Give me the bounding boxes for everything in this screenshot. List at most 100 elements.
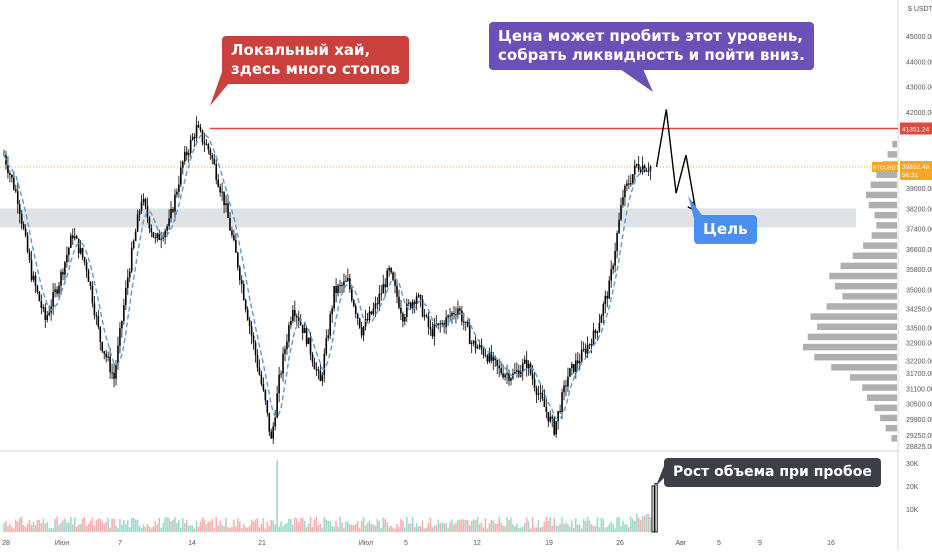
annotation-local-high[interactable]: Локальный хай, здесь много стопов <box>222 36 409 84</box>
volume-bar <box>152 526 155 532</box>
candle-body <box>91 286 94 304</box>
candle-body <box>197 125 200 128</box>
candle-body <box>413 301 416 304</box>
volume-bar <box>117 527 119 532</box>
volume-bar <box>356 521 359 532</box>
annotation-local-high-line2: здесь много стопов <box>231 60 400 78</box>
candle-body <box>415 296 418 304</box>
candle-body <box>624 185 626 198</box>
candle-body <box>103 351 106 354</box>
time-tick-label: 28 <box>2 540 10 547</box>
candle-body <box>433 324 436 337</box>
candle-body <box>158 233 161 240</box>
volume-bar <box>162 522 164 532</box>
volume-bar <box>187 525 190 532</box>
candle-body <box>437 323 440 326</box>
candle-body <box>195 125 198 139</box>
profile-bar <box>876 222 897 229</box>
volume-bar <box>205 524 208 532</box>
candle-body <box>142 199 145 202</box>
current-price-box <box>900 160 932 180</box>
volume-bar <box>559 524 561 532</box>
annotation-volume[interactable]: Рост объема при пробое <box>664 458 881 487</box>
volume-bar <box>535 527 538 532</box>
candle-body <box>101 342 104 352</box>
breakout-volume-bar <box>654 483 658 533</box>
volume-bar <box>278 526 280 532</box>
profile-bar <box>885 424 897 432</box>
candle-body <box>368 311 371 321</box>
volume-bar <box>512 524 514 532</box>
annotation-breakout[interactable]: Цена может пробить этот уровень, собрать… <box>489 22 814 70</box>
volume-bar <box>470 520 473 532</box>
volume-bar <box>352 525 355 532</box>
volume-bar <box>508 520 510 532</box>
candle-body <box>567 376 569 387</box>
time-tick-label: Июн <box>55 540 69 547</box>
volume-bar <box>404 527 406 532</box>
candle-body <box>95 315 98 317</box>
candle-body <box>174 194 176 212</box>
candle-body <box>421 299 424 317</box>
candle-body <box>162 237 164 239</box>
candle-body <box>138 210 141 215</box>
volume-bar <box>138 526 141 532</box>
profile-bar <box>866 394 897 401</box>
time-tick-label: 5 <box>717 540 721 547</box>
volume-bar <box>633 520 636 532</box>
volume-tick-label: 30K <box>906 461 919 468</box>
candle-body <box>406 303 408 317</box>
volume-bar <box>180 527 182 532</box>
candle-body <box>209 149 212 156</box>
volume-bar <box>575 518 577 532</box>
volume-bar <box>415 523 418 532</box>
candle-body <box>620 205 622 220</box>
candle-body <box>99 326 102 343</box>
candle-body <box>474 340 477 349</box>
volume-bar <box>630 516 632 532</box>
candle-body <box>347 278 349 281</box>
volume-bar <box>286 523 288 532</box>
volume-bar <box>40 523 43 532</box>
candle-body <box>343 281 345 286</box>
annotation-target[interactable]: Цель <box>694 215 757 244</box>
candle-body <box>87 270 90 282</box>
volume-bar <box>119 518 121 532</box>
volume-bar <box>142 524 145 532</box>
volume-bar <box>386 522 388 532</box>
candle-body <box>626 183 628 186</box>
volume-bar <box>476 516 479 532</box>
volume-bar <box>580 528 583 532</box>
candle-body <box>551 416 554 419</box>
candle-body <box>366 319 369 321</box>
time-tick-label: 12 <box>473 540 481 547</box>
candle-body <box>329 314 331 336</box>
volume-bar <box>237 518 239 532</box>
volume-bar <box>299 518 302 532</box>
candle-body <box>254 342 257 356</box>
volume-bar <box>459 519 461 532</box>
price-tick-label: 34250.00 <box>906 306 932 313</box>
volume-bar <box>449 521 451 532</box>
candle-body <box>608 280 611 299</box>
volume-bar <box>396 523 398 532</box>
candle-body <box>32 275 35 280</box>
candle-body <box>573 364 575 373</box>
candle-body <box>464 321 467 323</box>
candle-body <box>270 431 273 439</box>
candle-body <box>14 189 17 192</box>
candle-body <box>372 308 375 314</box>
candle-body <box>258 367 261 375</box>
volume-bar <box>123 520 125 532</box>
volume-bar <box>170 521 172 532</box>
candle-body <box>134 231 137 241</box>
candle-body <box>231 230 233 236</box>
volume-bar <box>195 520 198 532</box>
volume-bar <box>203 519 206 532</box>
annotation-volume-label: Рост объема при пробое <box>673 464 872 480</box>
volume-bar <box>472 519 475 532</box>
volume-bar <box>256 518 259 532</box>
volume-bar <box>378 520 381 532</box>
volume-bar <box>128 527 131 532</box>
